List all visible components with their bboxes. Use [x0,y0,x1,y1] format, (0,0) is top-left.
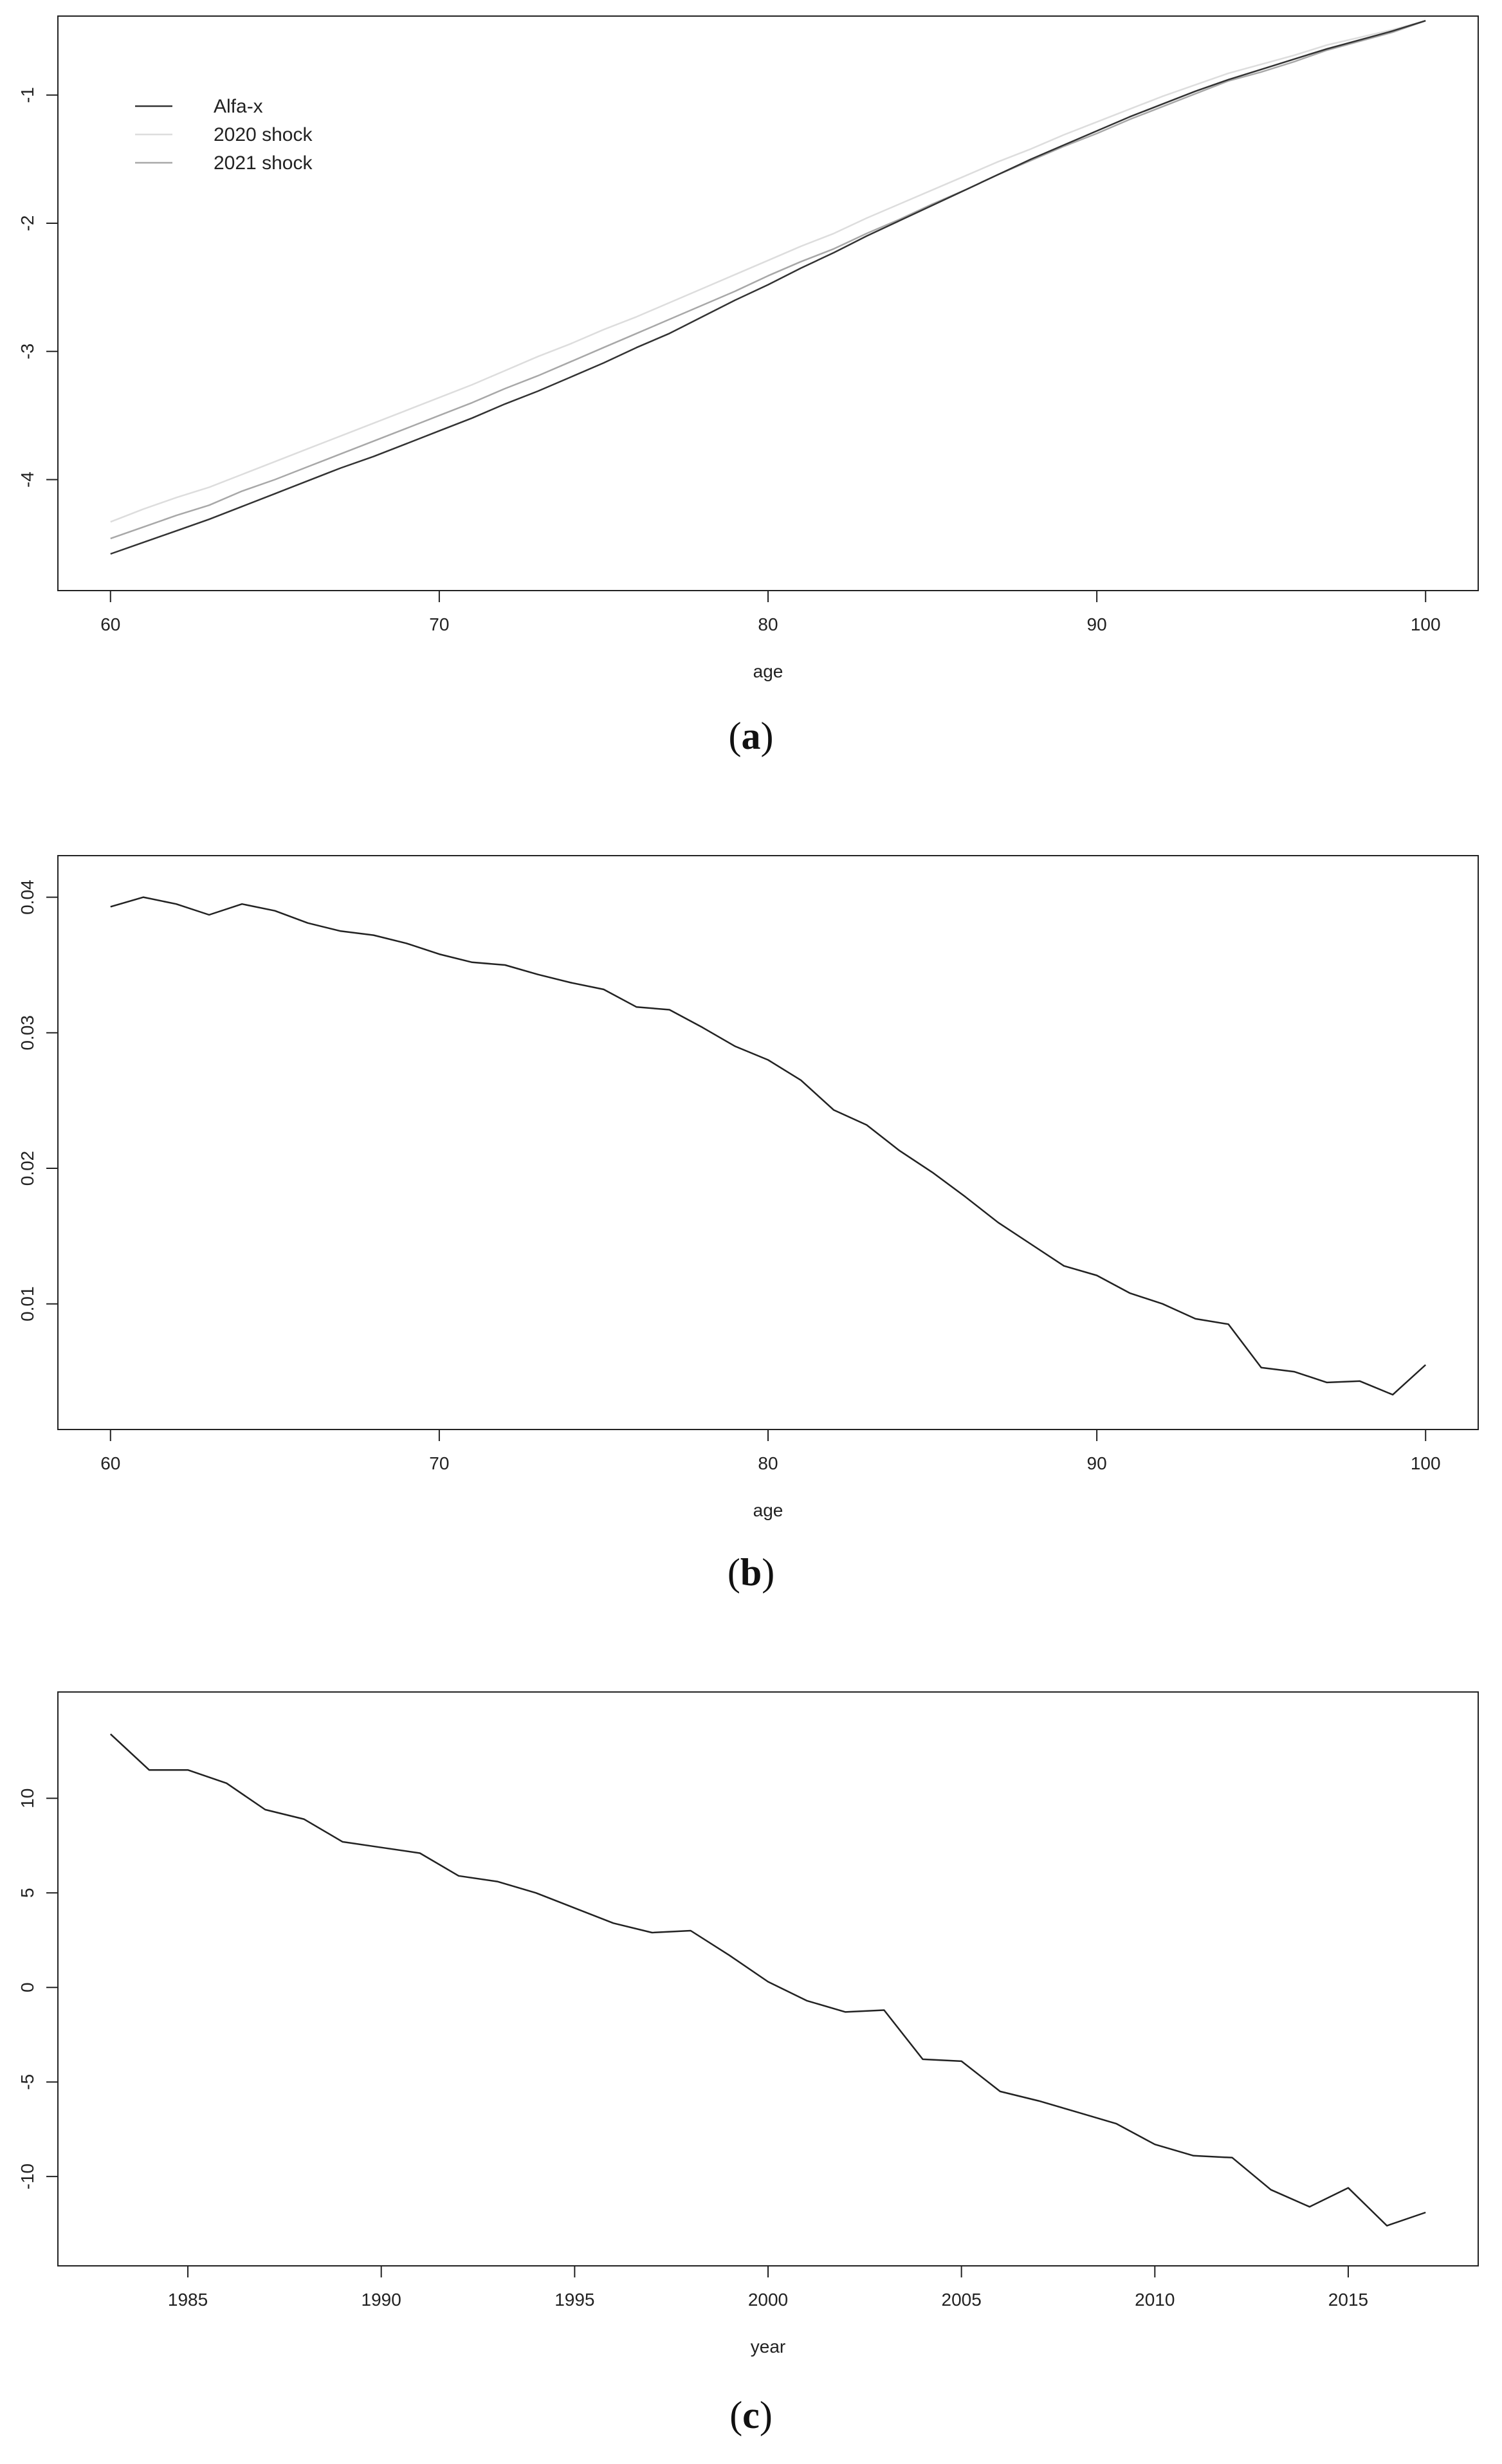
x-tick-label: 2010 [1135,2290,1175,2310]
x-tick-label: 2005 [942,2290,982,2310]
y-tick-label: -1 [17,87,37,103]
series-line-main [109,1733,1426,2227]
chart-c: 1985 1990 1995 2000 2005 2010 2015 -10 -5 0 5 10 yea… [17,1691,1479,2357]
x-axis-label: age [753,661,783,681]
panel-a: 60 70 80 90 100 -4 -3 -2 -1 age Alfa-x 2020 shock 20… [0,0,1502,798]
legend-entry: Alfa-x [214,96,263,117]
x-tick-label: 60 [100,1453,120,1473]
legend-entry: 2021 shock [214,152,313,174]
y-tick-label: -4 [17,472,37,488]
series-line-2020-shock [110,19,1426,523]
caption-a: (a) [728,715,774,757]
x-tick-label: 100 [1411,614,1441,634]
x-tick-label: 80 [758,1453,778,1473]
x-tick-label: 60 [100,614,120,634]
y-tick-label: -5 [17,2074,37,2090]
series-line-2021-shock [110,20,1426,540]
caption-c: (c) [729,2394,773,2436]
x-tick-label: 1995 [554,2290,594,2310]
x-tick-label: 1985 [168,2290,208,2310]
chart-a: 60 70 80 90 100 -4 -3 -2 -1 age Alfa-x 2020 shock 20… [17,15,1479,681]
series-line-main [110,896,1427,1396]
plot-frame [57,1691,1479,2266]
y-tick-label: -10 [17,2164,37,2189]
plot-frame [57,855,1479,1430]
x-tick-label: 1990 [362,2290,401,2310]
y-tick-label: -3 [17,344,37,360]
y-tick-label: 0.01 [17,1286,37,1321]
y-tick-label: 10 [17,1788,37,1808]
x-tick-label: 2015 [1328,2290,1368,2310]
y-tick-label: 0.03 [17,1015,37,1051]
series-line-alfa-x [110,20,1426,555]
x-tick-label: 100 [1411,1453,1441,1473]
x-tick-label: 2000 [748,2290,788,2310]
y-tick-label: 0.04 [17,879,37,915]
legend-entry: 2020 shock [214,124,313,145]
y-tick-label: 0.02 [17,1151,37,1186]
chart-b: 60 70 80 90 100 0.01 0.02 0.03 0.04 age [17,855,1479,1520]
x-tick-label: 90 [1087,1453,1107,1473]
caption-b: (b) [727,1551,775,1594]
panel-b: 60 70 80 90 100 0.01 0.02 0.03 0.04 age (b) [0,836,1502,1634]
panel-c: 1985 1990 1995 2000 2005 2010 2015 -10 -5 0 5 10 yea… [0,1673,1502,2464]
x-tick-label: 70 [429,1453,449,1473]
y-tick-label: 5 [17,1888,37,1898]
x-tick-label: 90 [1087,614,1107,634]
plot-frame [57,15,1479,591]
y-tick-label: 0 [17,1982,37,1992]
x-tick-label: 70 [429,614,449,634]
y-tick-label: -2 [17,216,37,232]
x-axis-label: age [753,1500,783,1520]
x-tick-label: 80 [758,614,778,634]
x-axis-label: year [751,2337,785,2357]
